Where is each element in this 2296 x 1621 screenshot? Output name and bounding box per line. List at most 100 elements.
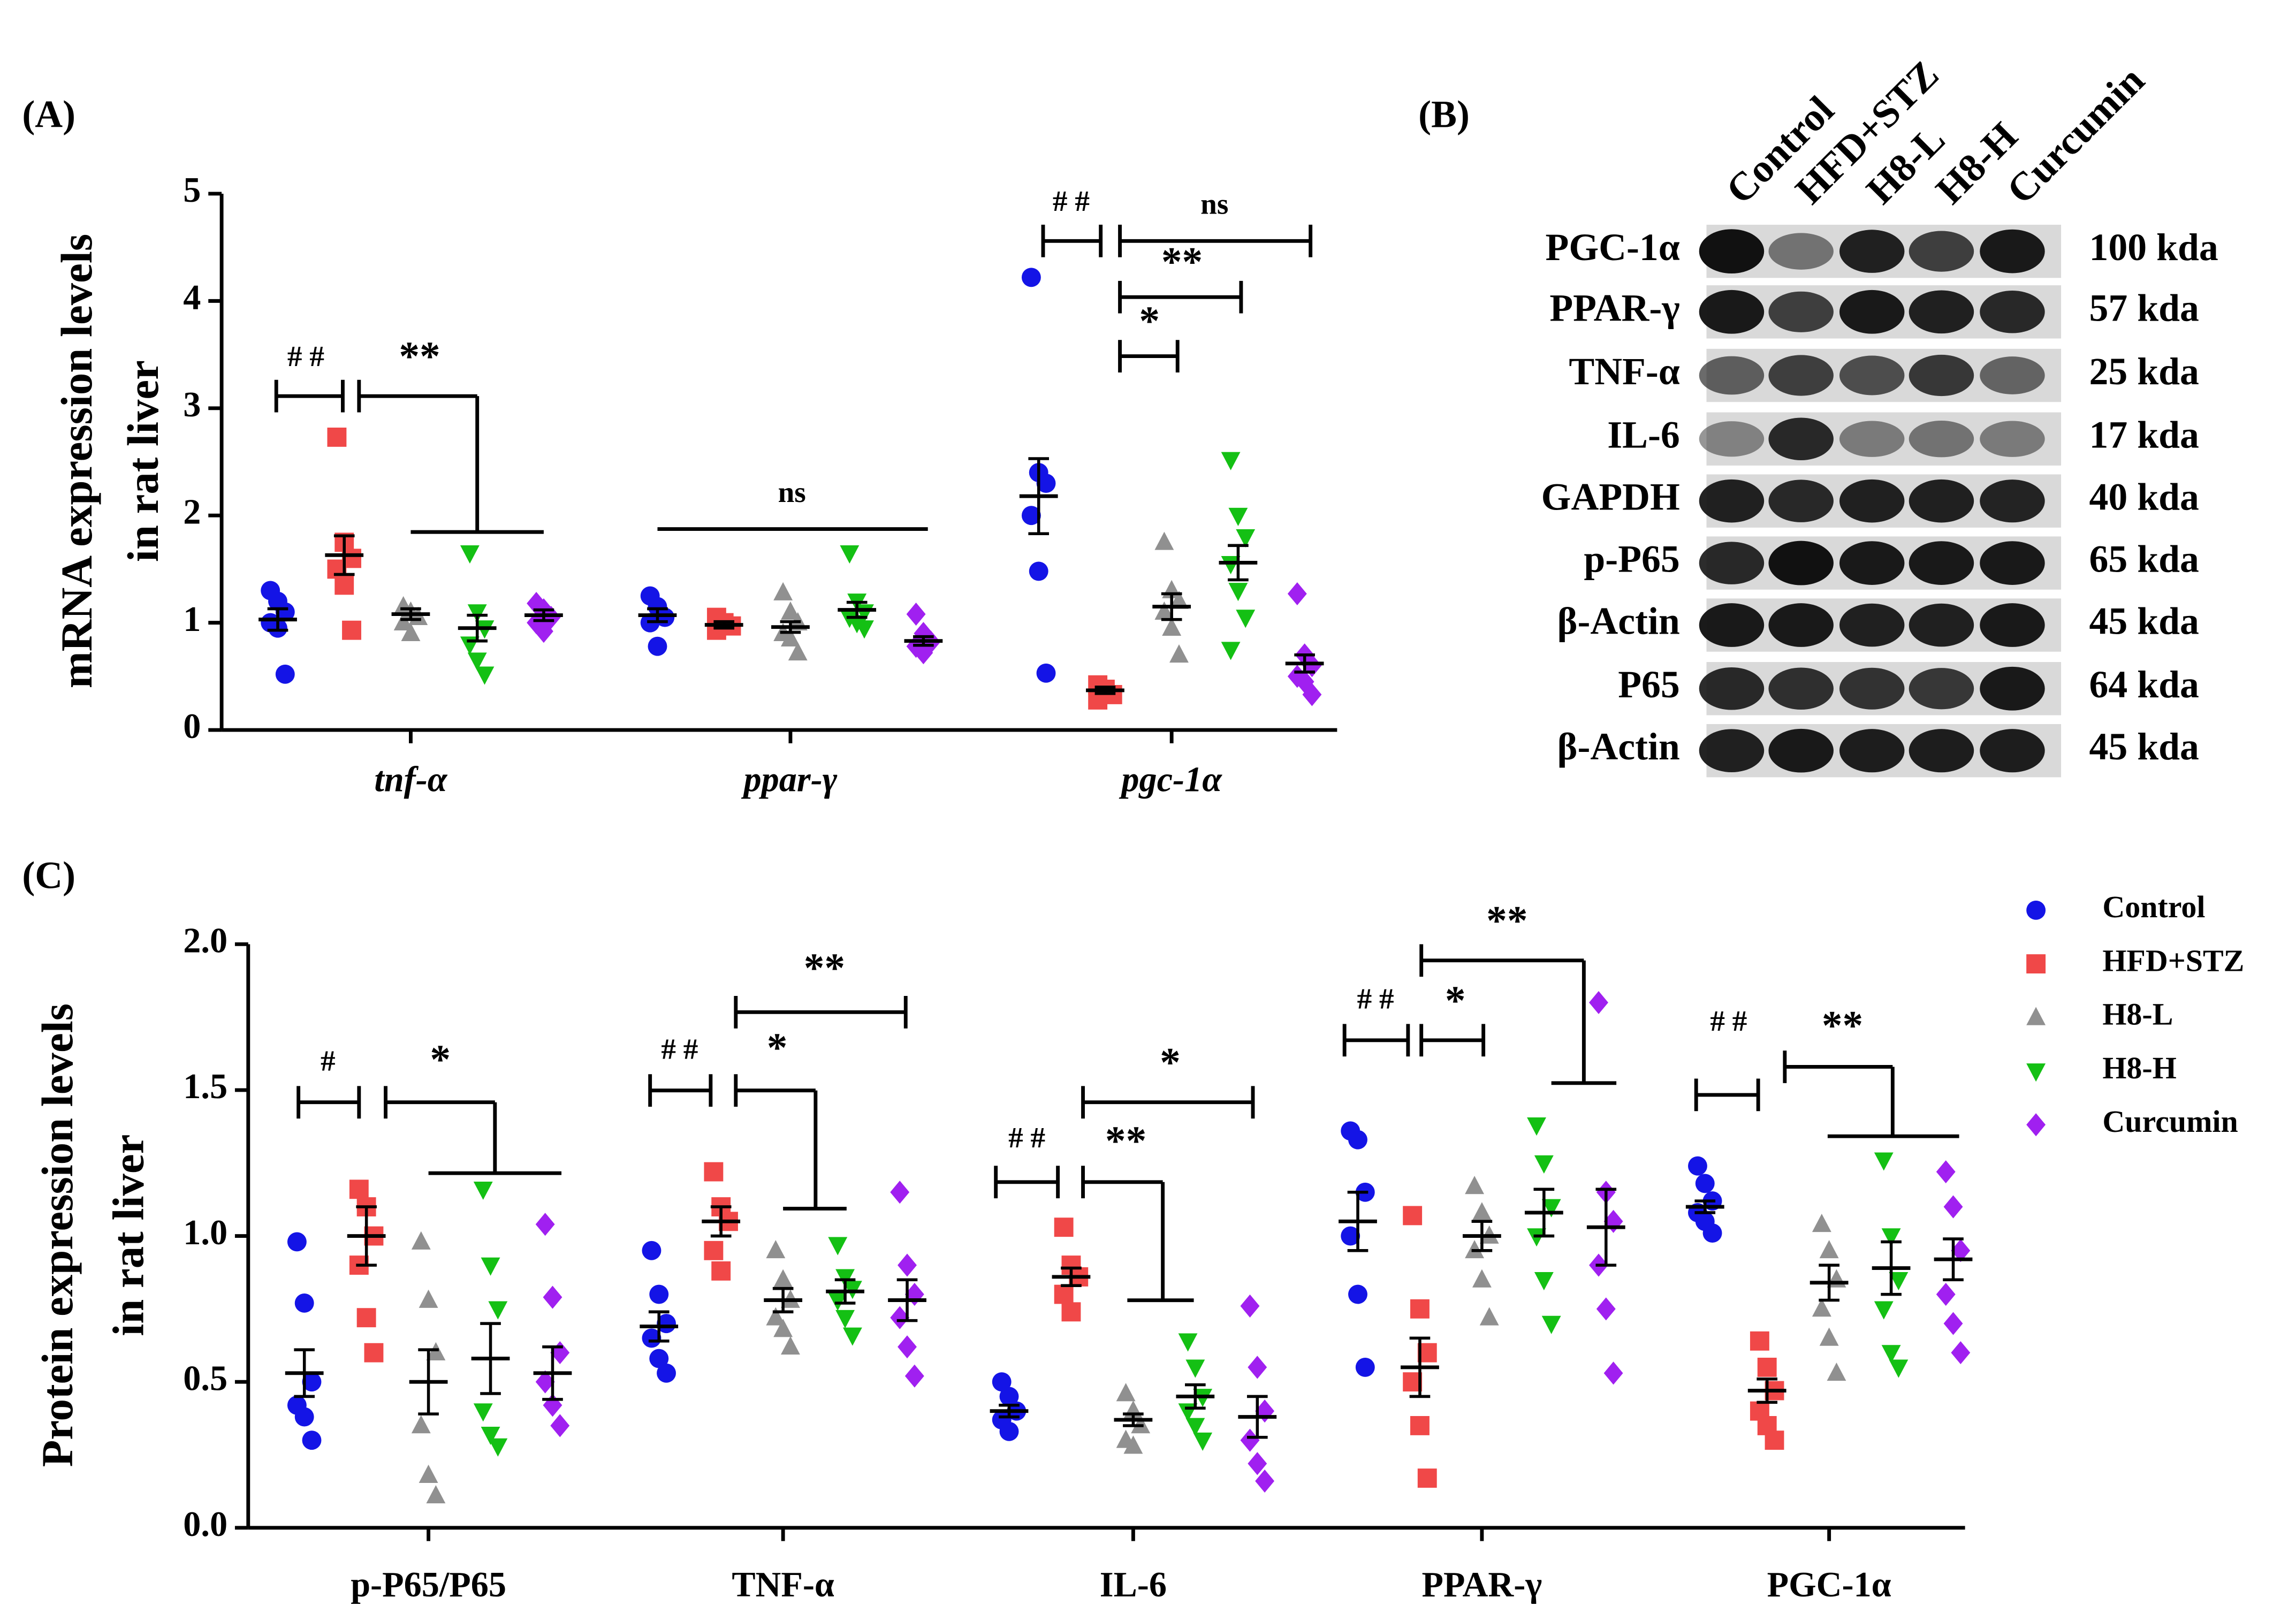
data-point (657, 1314, 676, 1334)
data-point (890, 1181, 910, 1204)
blot-band (1909, 231, 1974, 272)
blot-band (1699, 667, 1765, 710)
data-point (342, 620, 361, 640)
error-bar (333, 534, 355, 576)
data-point (1819, 1240, 1839, 1259)
blot-band (1699, 356, 1765, 395)
data-point (1061, 1302, 1081, 1322)
data-point (1472, 1202, 1492, 1221)
data-point (828, 1237, 848, 1255)
blot-band (1839, 729, 1905, 773)
data-point (411, 1231, 431, 1250)
significance-label: # # (1357, 983, 1394, 1015)
data-point (1757, 1416, 1777, 1435)
blot-band (1980, 356, 2045, 394)
blot-band (1909, 354, 1974, 397)
legend-marker (2026, 1063, 2046, 1082)
y-tick-label: 1.5 (183, 1067, 227, 1106)
data-point (1029, 561, 1048, 581)
data-point (1750, 1331, 1769, 1351)
error-bar (480, 1322, 501, 1395)
data-point (1936, 1160, 1956, 1184)
significance-label: ** (1486, 897, 1527, 943)
protein-label: IL-6 (1607, 414, 1680, 456)
data-point (1465, 1176, 1485, 1194)
data-point (992, 1372, 1012, 1392)
error-bar (1694, 1199, 1716, 1214)
data-point (356, 1308, 376, 1328)
data-point (780, 1336, 800, 1355)
data-point (1702, 1223, 1722, 1243)
blot-band (1768, 603, 1834, 647)
data-point (275, 664, 295, 684)
size-label: 64 kda (2089, 663, 2199, 706)
x-tick-label: IL-6 (1100, 1565, 1167, 1604)
data-point (488, 1301, 508, 1320)
blot-band (1768, 667, 1834, 710)
blot-band (1980, 729, 2045, 773)
data-point (467, 604, 487, 623)
blot-band (1980, 291, 2045, 333)
data-point (1185, 1418, 1205, 1436)
legend-label: H8-H (2102, 1051, 2176, 1085)
lane-label: H8-H (1928, 114, 2026, 212)
data-point (1193, 1432, 1213, 1451)
data-point (906, 603, 926, 626)
error-bar (400, 607, 421, 621)
data-point (1403, 1372, 1423, 1392)
significance-label: ns (1200, 187, 1228, 220)
data-point (1403, 1206, 1423, 1226)
blot-band (1768, 541, 1834, 585)
data-point (411, 1415, 431, 1434)
blot-band (1699, 603, 1765, 647)
blot-strip (1706, 412, 2062, 466)
blot-band (1768, 728, 1834, 773)
error-bar (1028, 457, 1050, 536)
protein-label: P65 (1618, 663, 1680, 706)
y-tick-label: 0.5 (183, 1359, 227, 1398)
error-bar (1595, 1188, 1617, 1267)
y-tick-label: 1.0 (183, 1213, 227, 1252)
legend-label: Control (2102, 889, 2205, 924)
x-tick-label: ppar-γ (741, 760, 838, 800)
data-point (1221, 556, 1241, 575)
significance-label: ns (778, 476, 806, 508)
error-bar (913, 635, 934, 647)
blot-band (1839, 421, 1905, 457)
data-point (773, 582, 793, 600)
data-point (1417, 1468, 1437, 1488)
data-point (1750, 1401, 1769, 1421)
data-point (294, 1293, 314, 1313)
lane-label: Curcumin (1998, 58, 2153, 212)
data-point (999, 1421, 1019, 1441)
data-point (1951, 1341, 1971, 1365)
data-point (1479, 1307, 1499, 1326)
blot-band (1839, 230, 1905, 273)
data-point (1819, 1327, 1839, 1346)
data-point (473, 1181, 493, 1200)
data-point (364, 1343, 384, 1363)
significance-label: ** (1161, 239, 1203, 285)
blot-band (1699, 729, 1765, 772)
error-bar (1409, 1336, 1431, 1398)
data-point (1036, 474, 1056, 493)
blot-band (1699, 229, 1765, 274)
data-point (788, 642, 808, 661)
data-point (419, 1289, 438, 1308)
data-point (1185, 1359, 1205, 1378)
y-axis-title: in rat liver (118, 360, 168, 562)
data-point (419, 1464, 438, 1483)
error-bar (713, 620, 735, 630)
data-point (1472, 1269, 1492, 1288)
protein-label: β-Actin (1557, 600, 1680, 643)
significance-label: # # (1710, 1004, 1747, 1037)
data-point (898, 1335, 917, 1359)
data-point (1881, 1345, 1901, 1364)
blot-band (1699, 542, 1765, 584)
data-point (1757, 1357, 1777, 1377)
y-tick-label: 2.0 (183, 922, 227, 961)
blot-band (1980, 229, 2045, 273)
data-point (1827, 1363, 1846, 1381)
significance-label: # # (661, 1033, 698, 1066)
y-tick-label: 0 (183, 707, 201, 746)
